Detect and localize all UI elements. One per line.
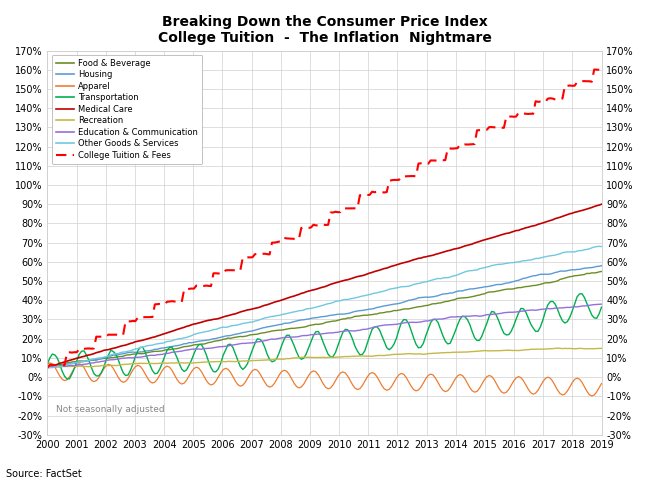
Recreation	[456, 349, 464, 355]
Transportation	[519, 306, 527, 312]
Apparel	[483, 374, 491, 379]
Transportation	[43, 361, 51, 366]
Line: Medical Care: Medical Care	[47, 204, 602, 367]
Transportation	[483, 320, 491, 326]
Apparel	[458, 373, 466, 378]
Housing	[183, 341, 191, 346]
Other Goods & Services	[483, 264, 491, 270]
Medical Care	[183, 323, 191, 329]
Transportation	[405, 321, 413, 327]
Recreation	[517, 347, 525, 353]
Recreation	[554, 345, 561, 351]
Other Goods & Services	[49, 365, 56, 371]
Text: Not seasonally adjusted: Not seasonally adjusted	[56, 405, 164, 414]
Legend: Food & Beverage, Housing, Apparel, Transportation, Medical Care, Recreation, Edu: Food & Beverage, Housing, Apparel, Trans…	[52, 55, 202, 164]
Medical Care	[456, 245, 464, 251]
Housing	[480, 284, 488, 290]
Other Goods & Services	[43, 365, 51, 370]
Transportation	[578, 291, 586, 297]
Food & Beverage	[402, 306, 410, 312]
Other Goods & Services	[519, 258, 527, 263]
Food & Beverage	[480, 291, 488, 297]
Other Goods & Services	[188, 333, 195, 339]
Medical Care	[480, 237, 488, 243]
Medical Care	[517, 227, 525, 232]
Transportation	[63, 376, 71, 382]
College Tuition & Fees	[591, 67, 598, 72]
Education & Communication	[480, 312, 488, 318]
Medical Care	[598, 201, 606, 207]
Other Goods & Services	[405, 284, 413, 289]
Transportation	[458, 313, 466, 319]
Food & Beverage	[185, 343, 193, 349]
College Tuition & Fees	[185, 286, 193, 292]
Line: College Tuition & Fees: College Tuition & Fees	[47, 69, 602, 367]
Title: Breaking Down the Consumer Price Index
College Tuition  -  The Inflation  Nightm: Breaking Down the Consumer Price Index C…	[158, 15, 491, 45]
College Tuition & Fees	[517, 111, 525, 116]
Recreation	[43, 365, 51, 370]
Food & Beverage	[456, 295, 464, 301]
Housing	[598, 263, 606, 269]
Education & Communication	[456, 314, 464, 319]
Housing	[185, 340, 193, 345]
Transportation	[188, 357, 195, 363]
Education & Communication	[402, 319, 410, 325]
Education & Communication	[517, 308, 525, 314]
Food & Beverage	[598, 269, 606, 274]
College Tuition & Fees	[598, 67, 606, 73]
Housing	[402, 298, 410, 304]
Text: Source: FactSet: Source: FactSet	[6, 468, 82, 479]
Recreation	[598, 345, 606, 351]
Medical Care	[43, 365, 51, 370]
Line: Housing: Housing	[47, 266, 602, 367]
Food & Beverage	[517, 285, 525, 290]
Recreation	[183, 360, 191, 366]
Recreation	[402, 351, 410, 357]
Education & Communication	[183, 347, 191, 353]
Transportation	[598, 304, 606, 310]
Line: Education & Communication: Education & Communication	[47, 304, 602, 367]
Education & Communication	[43, 365, 51, 370]
Housing	[456, 288, 464, 294]
Food & Beverage	[183, 343, 191, 349]
Line: Food & Beverage: Food & Beverage	[47, 272, 602, 367]
Transportation	[185, 363, 193, 368]
Apparel	[46, 360, 54, 366]
Apparel	[43, 361, 51, 367]
College Tuition & Fees	[183, 286, 191, 292]
Line: Other Goods & Services: Other Goods & Services	[47, 246, 602, 368]
Education & Communication	[185, 347, 193, 353]
Medical Care	[402, 259, 410, 265]
Apparel	[185, 373, 193, 379]
Line: Recreation: Recreation	[47, 348, 602, 367]
Recreation	[480, 348, 488, 354]
Housing	[517, 276, 525, 282]
Apparel	[519, 378, 527, 384]
Food & Beverage	[43, 365, 51, 370]
College Tuition & Fees	[480, 127, 488, 133]
Other Goods & Services	[595, 243, 603, 249]
Line: Transportation: Transportation	[47, 294, 602, 379]
Apparel	[405, 379, 413, 385]
College Tuition & Fees	[456, 142, 464, 148]
College Tuition & Fees	[402, 173, 410, 179]
Other Goods & Services	[458, 270, 466, 276]
Education & Communication	[598, 301, 606, 307]
Recreation	[185, 360, 193, 365]
Apparel	[588, 393, 596, 399]
Line: Apparel: Apparel	[47, 363, 602, 396]
Medical Care	[185, 323, 193, 329]
Housing	[43, 365, 51, 370]
College Tuition & Fees	[43, 365, 51, 370]
Other Goods & Services	[598, 244, 606, 250]
Apparel	[188, 369, 195, 375]
Apparel	[598, 381, 606, 387]
Other Goods & Services	[185, 334, 193, 340]
